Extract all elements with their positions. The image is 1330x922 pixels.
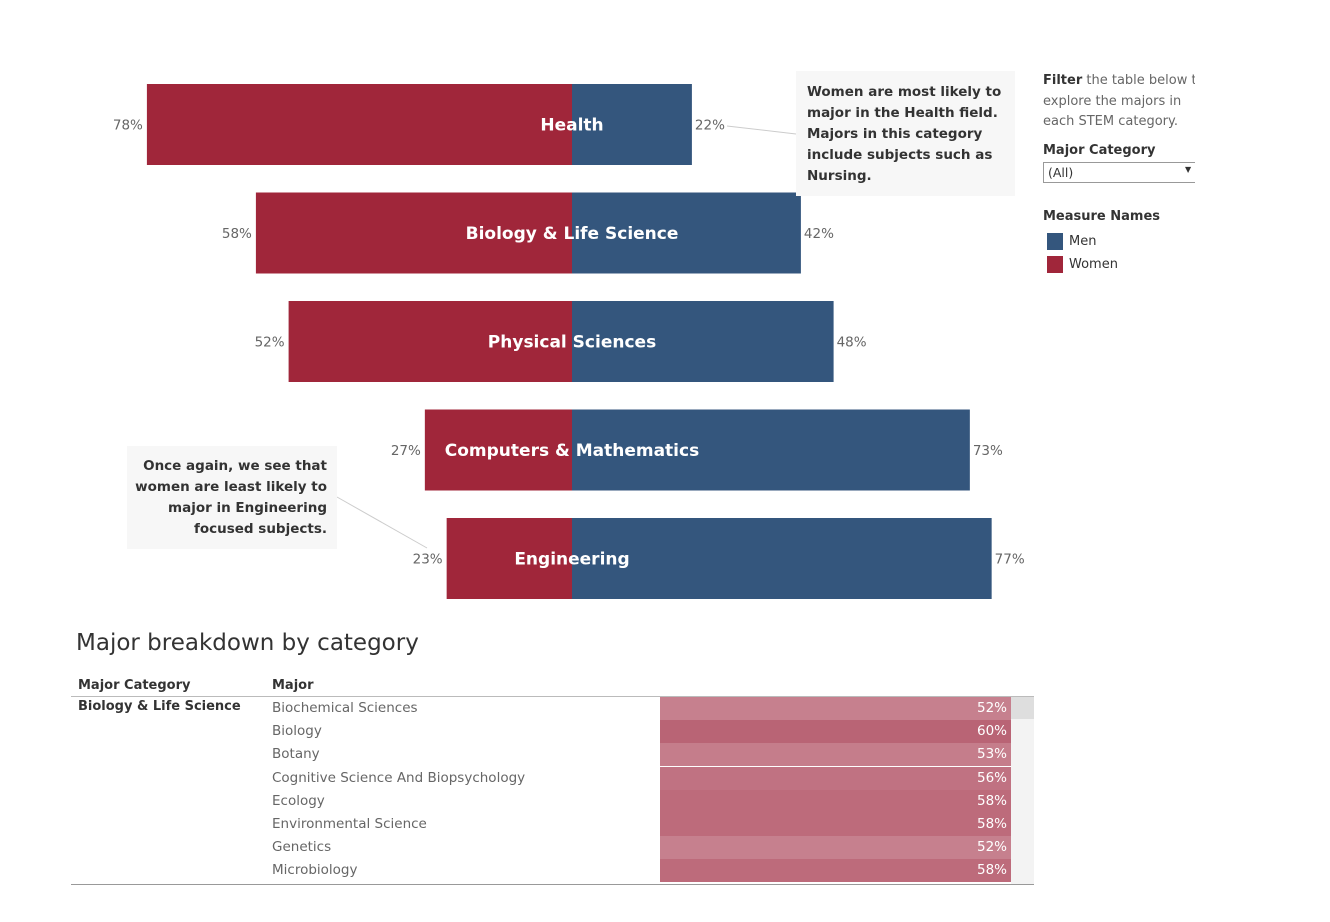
category-label-health: Health [540, 116, 603, 136]
bar-men-biology-life-science[interactable] [572, 192, 801, 274]
filter-text-line3: each STEM category. [1043, 114, 1178, 129]
major-name: Botany [272, 746, 320, 763]
percent-women-cell: 58% [660, 789, 1011, 813]
table-row[interactable]: Biochemical Sciences 52% [272, 697, 1034, 720]
label-men-computers-mathematics: 73% [973, 443, 1003, 459]
major-name: Microbiology [272, 862, 358, 879]
scrollbar-track[interactable] [1011, 697, 1034, 884]
legend-label-women: Women [1069, 257, 1118, 272]
percent-women-cell: 60% [660, 720, 1011, 744]
bar-men-computers-mathematics[interactable] [572, 409, 970, 491]
percent-women-value: 60% [976, 723, 1007, 740]
chevron-down-icon: ▼ [1185, 164, 1192, 174]
percent-women-cell: 58% [660, 859, 1011, 883]
table-row[interactable]: Ecology 58% [272, 789, 1034, 813]
label-women-computers-mathematics: 27% [391, 443, 421, 459]
table-divider [71, 696, 1034, 697]
table-row[interactable]: Biology 60% [272, 720, 1034, 744]
row-category-label: Biology & Life Science [78, 699, 241, 714]
table-title: Major breakdown by category [76, 630, 419, 656]
percent-women-value: 58% [976, 862, 1007, 879]
percent-women-value: 52% [976, 700, 1007, 716]
bar-women-physical-sciences[interactable] [288, 301, 572, 382]
column-header-major[interactable]: Major [272, 678, 314, 693]
legend-swatch-men [1047, 233, 1063, 250]
percent-women-value: 58% [976, 792, 1007, 809]
label-women-physical-sciences: 52% [255, 335, 285, 351]
filter-label: Major Category [1043, 142, 1156, 158]
percent-women-value: 53% [976, 746, 1007, 763]
legend-title: Measure Names [1043, 209, 1161, 224]
legend-swatch-women [1047, 256, 1063, 273]
bar-men-health[interactable] [572, 84, 692, 165]
legend-item-women[interactable]: Women [1043, 253, 1160, 276]
label-men-biology-life-science: 42% [804, 226, 834, 242]
table-row[interactable]: Cognitive Science And Biopsychology 56% [272, 766, 1034, 790]
table-row[interactable]: Microbiology 58% [272, 859, 1034, 883]
percent-women-cell: 53% [660, 743, 1011, 767]
major-category-dropdown[interactable]: (All) ▼ [1043, 161, 1195, 183]
filter-instructions: Filter the table below t explore the maj… [1043, 71, 1195, 133]
column-header-category[interactable]: Major Category [78, 678, 191, 693]
annotation-engineering: Once again, we see that women are least … [127, 446, 337, 549]
bar-women-biology-life-science[interactable] [255, 192, 572, 274]
major-name: Ecology [272, 792, 325, 809]
table-row[interactable]: Botany 53% [272, 743, 1034, 767]
filter-keyword: Filter [1043, 73, 1083, 88]
bar-men-engineering[interactable] [572, 518, 992, 599]
percent-women-value: 52% [976, 839, 1007, 856]
bar-women-computers-mathematics[interactable] [424, 409, 572, 491]
table-row[interactable]: Environmental Science 58% [272, 813, 1034, 836]
category-label-computers-mathematics: Computers & Mathematics [445, 441, 699, 461]
major-name: Biology [272, 723, 322, 740]
table-bottom-border [71, 884, 1034, 885]
diverging-bar-chart: 78% 22% Health 58% 42% Biology & Life Science… [113, 84, 1025, 599]
percent-women-cell: 58% [660, 813, 1011, 836]
legend-item-men[interactable]: Men [1043, 230, 1160, 253]
legend-label-men: Men [1069, 234, 1097, 249]
filter-panel: Filter the table below t explore the maj… [1043, 71, 1195, 183]
leader-line-health [726, 125, 797, 135]
percent-women-cell: 56% [660, 766, 1011, 790]
category-label-engineering: Engineering [514, 550, 629, 570]
category-label-biology-life-science: Biology & Life Science [466, 224, 679, 244]
major-name: Cognitive Science And Biopsychology [272, 769, 526, 786]
bar-women-health[interactable] [146, 84, 572, 165]
label-men-health: 22% [695, 118, 725, 134]
major-name: Genetics [272, 839, 332, 856]
percent-women-value: 58% [976, 816, 1007, 832]
bar-men-physical-sciences[interactable] [572, 301, 834, 382]
label-women-engineering: 23% [413, 552, 443, 568]
bar-women-engineering[interactable] [446, 518, 572, 599]
percent-women-value: 56% [976, 769, 1007, 786]
label-men-physical-sciences: 48% [837, 335, 867, 351]
annotation-health: Women are most likely to major in the He… [796, 71, 1015, 196]
leader-line-engineering [336, 496, 428, 549]
scrollbar-thumb[interactable] [1011, 697, 1034, 719]
major-name: Biochemical Sciences [272, 700, 418, 716]
filter-text-line2: explore the majors in [1043, 93, 1182, 109]
filter-text-line1: the table below t [1086, 73, 1195, 88]
legend: Measure Names Men Women [1043, 209, 1160, 276]
category-label-physical-sciences: Physical Sciences [488, 333, 656, 353]
label-women-health: 78% [113, 118, 143, 134]
percent-women-cell: 52% [660, 836, 1011, 860]
dropdown-selected-value: (All) [1048, 164, 1074, 180]
percent-women-cell: 52% [660, 697, 1011, 720]
label-women-biology-life-science: 58% [222, 226, 252, 242]
major-name: Environmental Science [272, 816, 427, 832]
label-men-engineering: 77% [995, 552, 1025, 568]
table-row[interactable]: Genetics 52% [272, 836, 1034, 860]
